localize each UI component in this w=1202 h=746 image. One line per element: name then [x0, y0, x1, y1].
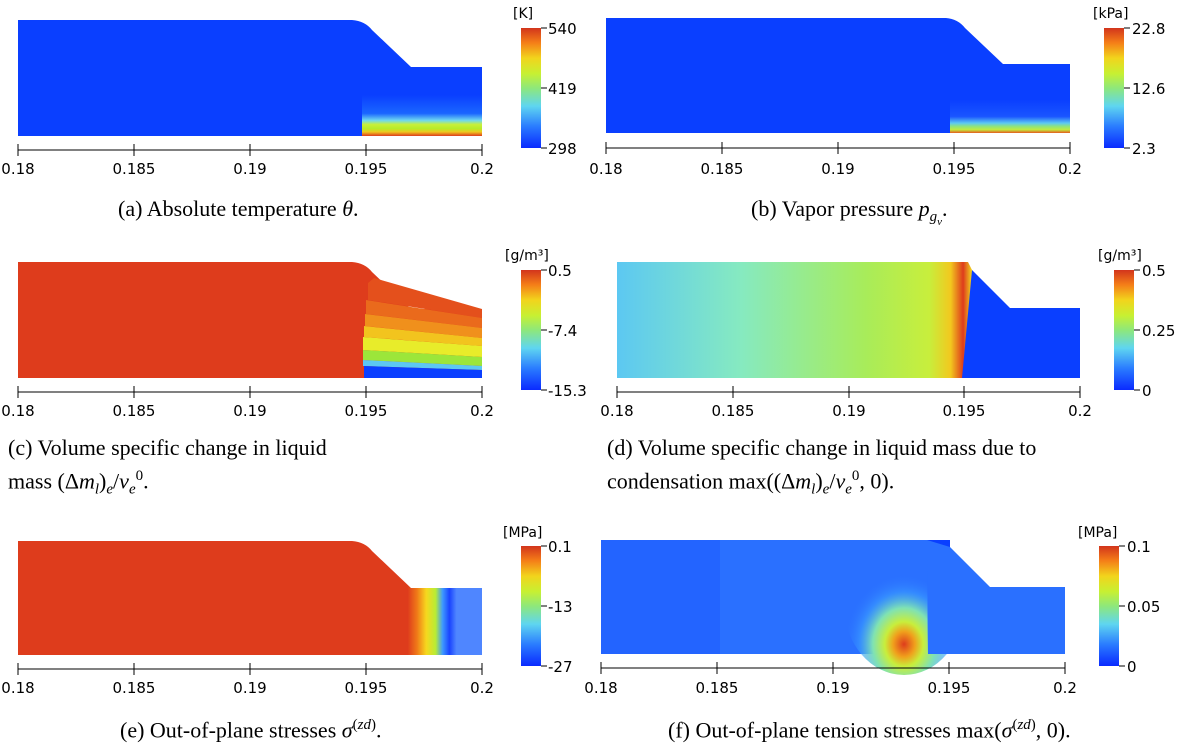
cbar-tick: 298 [548, 140, 577, 158]
x-tick: 0.2 [1053, 679, 1077, 697]
panel-d: 0.18 0.185 0.19 0.195 0.2 [g/m³] 0.5 0.2… [600, 248, 1175, 420]
heated-layer [362, 95, 482, 136]
x-tick: 0.18 [1, 679, 34, 697]
cbar-tick: 0.5 [1142, 262, 1166, 280]
caption-e: (e) Out-of-plane stresses σ(zd). [120, 717, 382, 743]
colorbar [1099, 546, 1119, 666]
x-tick: 0.19 [233, 160, 266, 178]
unit-label: [g/m³] [1098, 248, 1142, 264]
unit-label: [g/m³] [505, 248, 549, 264]
panel-e: 0.18 0.185 0.19 0.195 0.2 [MPa] 0.1 -13 … [1, 525, 572, 697]
x-tick: 0.2 [470, 679, 494, 697]
cbar-tick: 0.05 [1127, 598, 1160, 616]
cbar-tick: 0.25 [1142, 322, 1175, 340]
unit-label: [MPa] [503, 525, 542, 541]
x-tick: 0.195 [943, 402, 986, 420]
unit-label: [MPa] [1078, 525, 1117, 541]
cbar-tick: 12.6 [1132, 80, 1165, 98]
unit-label: [kPa] [1093, 6, 1128, 22]
x-tick: 0.2 [470, 402, 494, 420]
x-tick: 0.19 [233, 402, 266, 420]
cbar-tick: 0 [1142, 382, 1152, 400]
cbar-tick: -15.3 [548, 382, 587, 400]
x-tick: 0.185 [113, 402, 156, 420]
x-tick: 0.2 [1068, 402, 1092, 420]
colorbar [1104, 28, 1124, 148]
x-tick: 0.185 [113, 160, 156, 178]
x-tick: 0.18 [584, 679, 617, 697]
vapor-layer [950, 100, 1070, 133]
panel-b: 0.18 0.185 0.19 0.195 0.2 [kPa] 22.8 12.… [589, 6, 1165, 178]
cbar-tick: 0.1 [1127, 538, 1151, 556]
cbar-tick: -13 [548, 598, 573, 616]
x-tick: 0.195 [928, 679, 971, 697]
caption-c: (c) Volume specific change in liquid mas… [8, 435, 327, 498]
unit-label: [K] [513, 6, 533, 22]
cbar-tick: -27 [548, 658, 573, 676]
colorbar [521, 270, 541, 390]
condensation-region [617, 262, 972, 378]
domain-shape [18, 541, 482, 655]
caption-f: (f) Out-of-plane tension stresses max(σ(… [668, 717, 1071, 743]
x-tick: 0.2 [1058, 160, 1082, 178]
x-tick: 0.18 [1, 160, 34, 178]
colorbar [521, 28, 541, 148]
x-tick: 0.19 [821, 160, 854, 178]
cbar-tick: 540 [548, 20, 577, 38]
x-tick: 0.185 [701, 160, 744, 178]
cbar-tick: -7.4 [548, 322, 577, 340]
x-tick: 0.195 [933, 160, 976, 178]
x-tick: 0.19 [816, 679, 849, 697]
x-tick: 0.185 [113, 679, 156, 697]
cbar-tick: 0.1 [548, 538, 572, 556]
x-tick: 0.19 [233, 679, 266, 697]
cbar-tick: 0.5 [548, 262, 572, 280]
x-tick: 0.195 [345, 160, 388, 178]
panel-f: 0.18 0.185 0.19 0.195 0.2 [MPa] 0.1 0.05… [584, 525, 1160, 697]
x-tick: 0.185 [712, 402, 755, 420]
x-tick: 0.18 [1, 402, 34, 420]
caption-d: (d) Volume specific change in liquid mas… [607, 435, 1037, 498]
panel-a: 0.18 0.185 0.19 0.195 0.2 [K] 540 419 29… [1, 6, 576, 178]
cbar-tick: 0 [1127, 658, 1137, 676]
colorbar [521, 546, 541, 666]
x-tick: 0.195 [345, 679, 388, 697]
cbar-tick: 22.8 [1132, 20, 1165, 38]
x-tick: 0.185 [696, 679, 739, 697]
panel-c: 0.18 0.185 0.19 0.195 0.2 [g/m³] 0.5 -7.… [1, 248, 587, 420]
x-tick: 0.195 [345, 402, 388, 420]
x-tick: 0.2 [470, 160, 494, 178]
x-tick: 0.18 [600, 402, 633, 420]
x-tick: 0.18 [589, 160, 622, 178]
cbar-tick: 419 [548, 80, 577, 98]
colorbar [1114, 270, 1134, 390]
x-tick: 0.19 [832, 402, 865, 420]
cbar-tick: 2.3 [1132, 140, 1156, 158]
caption-b: (b) Vapor pressure pgv. [751, 196, 948, 229]
caption-a: (a) Absolute temperature θ. [118, 196, 359, 221]
